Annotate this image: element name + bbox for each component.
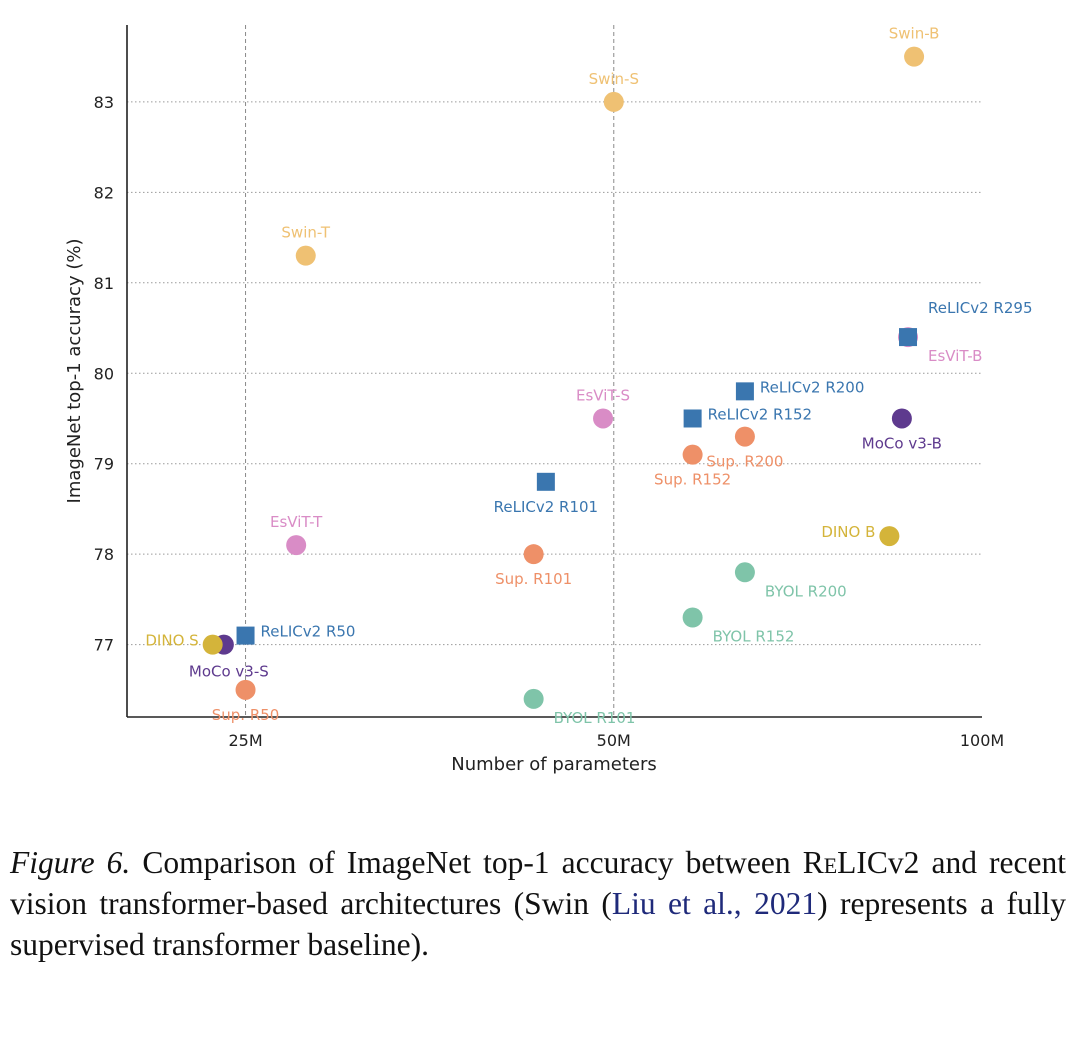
point-relicv2-r200 (735, 382, 754, 401)
figure-number: Figure 6. (10, 845, 131, 880)
label-relicv2-r50: ReLICv2 R50 (261, 623, 356, 641)
chart-axes (126, 25, 982, 718)
label-swin-b: Swin-B (889, 25, 940, 43)
y-tick-label: 80 (94, 364, 114, 383)
label-swin-s: Swin-S (589, 70, 639, 88)
label-sup-r101: Sup. R101 (495, 570, 572, 588)
point-byol-r101 (523, 688, 544, 709)
chart-grid (127, 25, 982, 717)
point-esvit-t (286, 535, 307, 556)
figure-caption: Figure 6. Comparison of ImageNet top-1 a… (10, 842, 1066, 965)
citation-link[interactable]: Liu et al., 2021 (611, 886, 818, 921)
caption-text-1: Comparison of ImageNet top-1 accuracy be… (130, 845, 803, 880)
point-relicv2-r50 (236, 626, 255, 645)
point-esvit-s (593, 408, 614, 429)
point-dino-s (202, 634, 223, 655)
y-tick-label: 78 (94, 545, 114, 564)
scatter-chart: 77 78 79 80 81 82 83 25M 50M 100M Number of para… (64, 25, 1033, 775)
relic-name-suffix: v2 (887, 845, 920, 880)
y-tick-label: 79 (94, 455, 114, 474)
y-tick-label: 81 (94, 274, 114, 293)
data-points: Swin-B Swin-S Swin-T EsViT-B EsViT-S EsViT-T S… (145, 25, 1032, 727)
x-tick-label: 25M (228, 731, 262, 750)
label-byol-r101: BYOL R101 (554, 709, 636, 727)
label-moco-v3-s: MoCo v3-S (189, 663, 269, 681)
label-moco-v3-b: MoCo v3-B (862, 434, 942, 452)
point-relicv2-r295 (899, 328, 918, 347)
x-tick-labels: 25M 50M 100M (228, 731, 1004, 750)
point-relicv2-r101 (536, 472, 555, 491)
point-sup-r101 (523, 544, 544, 565)
x-tick-label: 100M (960, 731, 1004, 750)
y-tick-labels: 77 78 79 80 81 82 83 (94, 93, 114, 655)
label-swin-t: Swin-T (281, 224, 330, 242)
caption-text-3: ) represents a fully supervised transfor… (10, 886, 1066, 962)
point-dino-b (879, 526, 900, 547)
label-byol-r152: BYOL R152 (713, 627, 795, 645)
point-swin-s (603, 91, 624, 112)
label-relicv2-r200: ReLICv2 R200 (760, 378, 864, 396)
label-relicv2-r152: ReLICv2 R152 (708, 405, 812, 423)
label-esvit-s: EsViT-S (576, 386, 630, 404)
y-tick-label: 77 (94, 636, 114, 655)
label-sup-r152: Sup. R152 (654, 471, 731, 489)
relic-name-smallcaps: eLIC (823, 845, 888, 880)
label-sup-r50: Sup. R50 (212, 706, 280, 724)
label-dino-s: DINO S (145, 632, 198, 650)
y-tick-label: 83 (94, 93, 114, 112)
y-tick-label: 82 (94, 183, 114, 202)
caption-text-2: and recent vision transformer-based arch… (10, 845, 1066, 921)
point-byol-r200 (734, 562, 755, 583)
label-esvit-t: EsViT-T (270, 513, 323, 531)
point-sup-r152 (682, 444, 703, 465)
label-relicv2-r101: ReLICv2 R101 (494, 498, 598, 516)
point-moco-v3-b (891, 408, 912, 429)
point-swin-t (295, 245, 316, 266)
point-swin-b (904, 46, 925, 67)
x-tick-label: 50M (597, 731, 631, 750)
label-esvit-b: EsViT-B (928, 347, 982, 365)
label-relicv2-r295: ReLICv2 R295 (928, 299, 1032, 317)
point-sup-r50 (235, 679, 256, 700)
point-sup-r200 (734, 426, 755, 447)
label-sup-r200: Sup. R200 (706, 453, 783, 471)
y-axis-title: ImageNet top-1 accuracy (%) (64, 239, 85, 504)
label-byol-r200: BYOL R200 (765, 582, 847, 600)
x-axis-title: Number of parameters (451, 754, 657, 775)
relic-name-first: R (802, 845, 824, 880)
point-byol-r152 (682, 607, 703, 628)
point-relicv2-r152 (683, 409, 702, 428)
label-dino-b: DINO B (821, 523, 875, 541)
